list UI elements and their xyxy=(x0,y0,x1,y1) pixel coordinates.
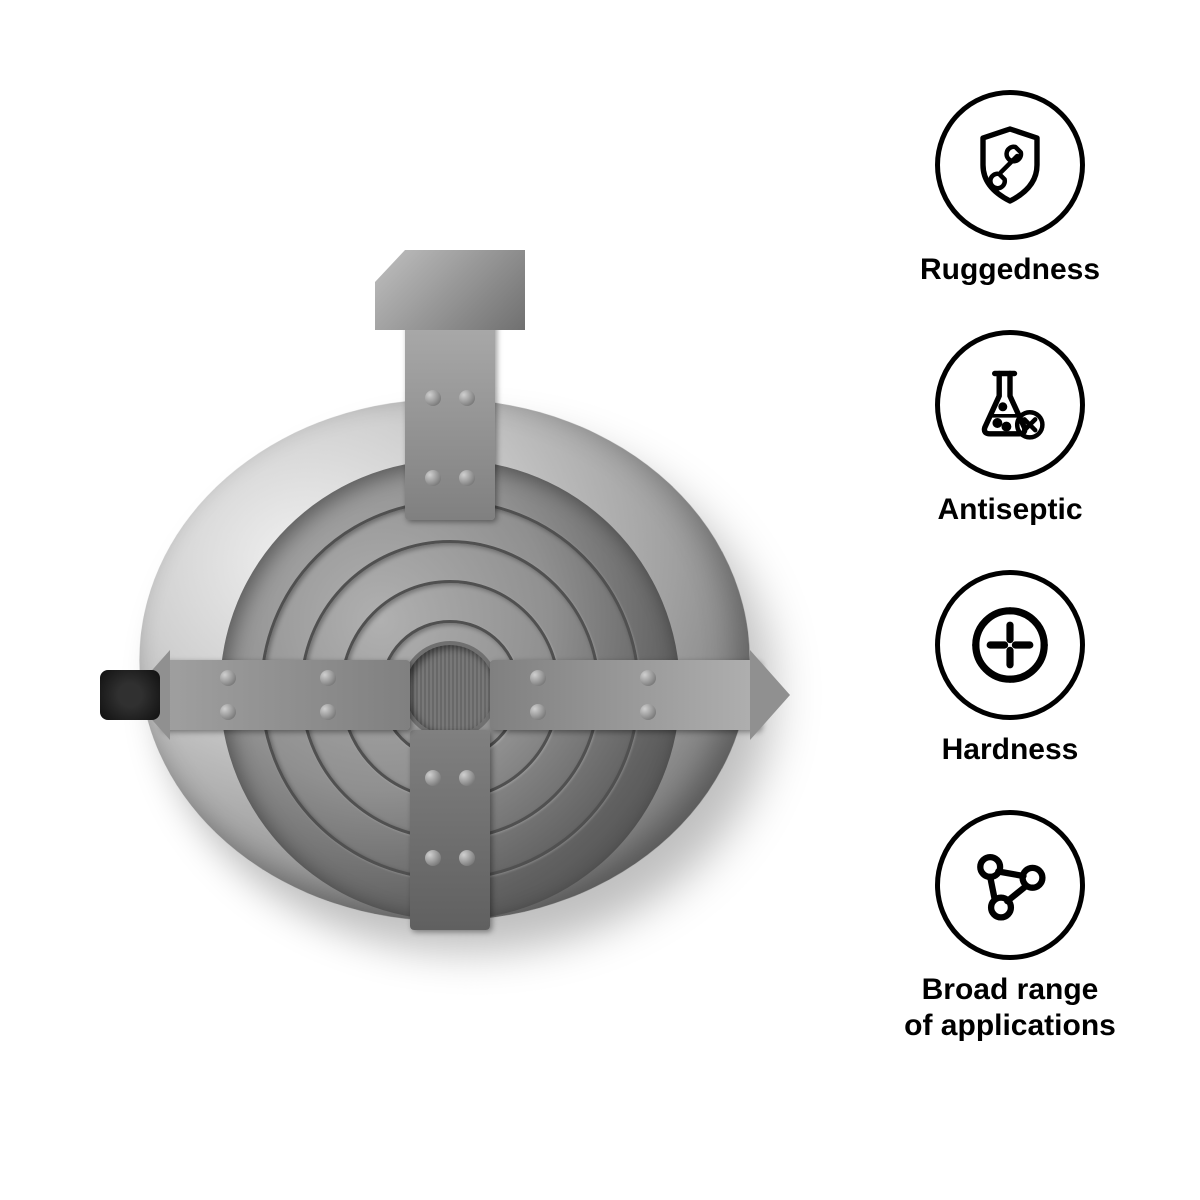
feature-label: Antiseptic xyxy=(937,492,1082,528)
shield-wrench-icon xyxy=(935,90,1085,240)
feature-ruggedness: Ruggedness xyxy=(870,90,1150,288)
crosshair-icon xyxy=(935,570,1085,720)
feature-antiseptic: Antiseptic xyxy=(870,330,1150,528)
network-icon xyxy=(935,810,1085,960)
features-list: Ruggedness Antiseptic xyxy=(870,90,1150,1044)
feature-hardness: Hardness xyxy=(870,570,1150,768)
flask-x-icon xyxy=(935,330,1085,480)
product-image-area xyxy=(50,150,870,1050)
feature-label: Hardness xyxy=(942,732,1079,768)
lathe-chuck-illustration xyxy=(110,250,810,950)
feature-applications: Broad rangeof applications xyxy=(870,810,1150,1044)
feature-label: Ruggedness xyxy=(920,252,1100,288)
feature-label: Broad rangeof applications xyxy=(904,972,1116,1044)
